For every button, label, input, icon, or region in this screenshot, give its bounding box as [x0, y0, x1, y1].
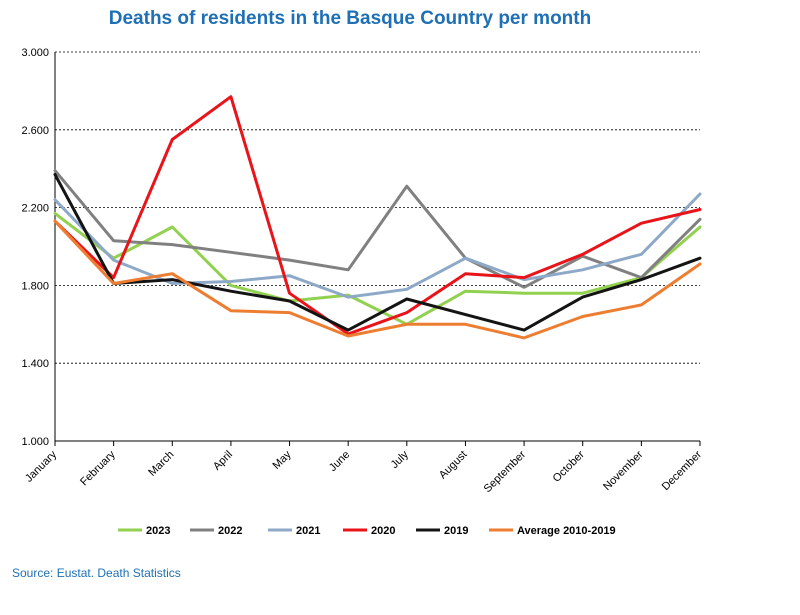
y-tick-label: 2.200 [21, 203, 49, 215]
axes [54, 52, 701, 446]
x-tick-label: November [601, 448, 646, 493]
legend-label: 2020 [371, 525, 395, 537]
x-tick-label: December [660, 448, 705, 493]
legend-label: 2021 [296, 525, 320, 537]
y-tick-label: 1.000 [21, 436, 49, 448]
series-line-3 [53, 95, 702, 336]
y-tick-label: 1.400 [21, 358, 49, 370]
tick-labels: 1.000 1.400 1.800 2.200 2.600 3.000 January Feb… [21, 47, 704, 495]
series-line-1 [53, 169, 702, 289]
legend-label: Average 2010-2019 [517, 525, 616, 537]
x-tick-label: June [327, 449, 352, 474]
x-tick-label: July [389, 448, 412, 471]
x-tick-label: March [146, 449, 176, 479]
legend-label: 2023 [146, 525, 170, 537]
series-lines [53, 95, 702, 340]
x-tick-label: February [78, 448, 118, 488]
chart-title: Deaths of residents in the Basque Countr… [108, 8, 592, 29]
x-tick-label: May [270, 448, 294, 472]
series-line-0 [53, 211, 702, 326]
x-tick-label: April [211, 449, 235, 473]
legend-label: 2022 [218, 525, 242, 537]
gridlines [55, 51, 700, 364]
x-tick-label: October [551, 448, 587, 484]
legend: 2023 2022 2021 2020 2019 Average 2010-2019 [118, 525, 616, 537]
x-tick-label: January [23, 448, 60, 485]
series-line-5 [53, 219, 702, 340]
legend-label: 2019 [444, 525, 468, 537]
y-tick-label: 1.800 [21, 280, 49, 292]
y-tick-label: 2.600 [21, 125, 49, 137]
series-line-4 [53, 173, 702, 332]
y-tick-label: 3.000 [21, 47, 49, 59]
x-tick-label: August [437, 449, 470, 482]
x-tick-label: September [482, 448, 529, 495]
source-note: Source: Eustat. Death Statistics [12, 566, 181, 580]
